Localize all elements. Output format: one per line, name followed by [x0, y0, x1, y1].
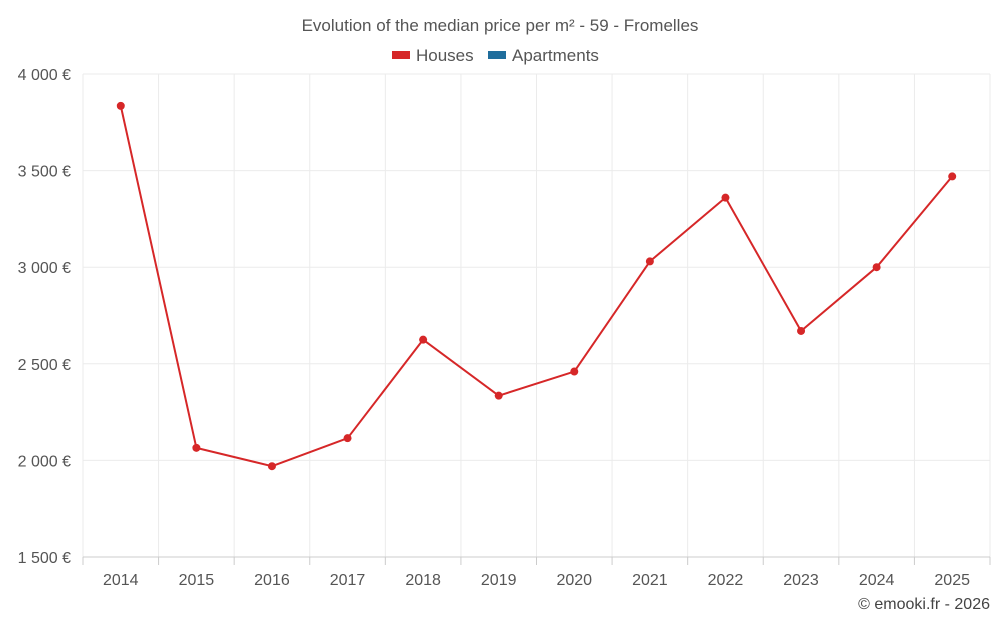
data-point[interactable]	[570, 367, 579, 376]
y-tick-label: 3 500 €	[18, 164, 71, 181]
legend-swatch-houses	[392, 51, 410, 59]
x-tick-label: 2015	[179, 572, 215, 589]
data-point[interactable]	[948, 172, 957, 181]
data-point[interactable]	[267, 462, 276, 471]
legend-label-houses: Houses	[416, 46, 474, 65]
x-tick-label: 2016	[254, 572, 290, 589]
y-axis: 1 500 € 2 000 € 2 500 € 3 000 € 3 500 € 4 000…	[18, 67, 71, 567]
legend-swatch-apartments	[488, 51, 506, 59]
x-tick-label: 2019	[481, 572, 517, 589]
y-tick-label: 2 000 €	[18, 453, 71, 470]
y-tick-label: 1 500 €	[18, 550, 71, 567]
series-line-houses	[119, 105, 953, 468]
data-point[interactable]	[797, 326, 806, 335]
y-tick-label: 4 000 €	[18, 67, 71, 84]
grid	[82, 73, 991, 557]
y-tick-label: 2 500 €	[18, 357, 71, 374]
x-tick-label: 2024	[859, 572, 895, 589]
series-houses	[116, 101, 957, 471]
legend-item-houses[interactable]: Houses	[392, 46, 474, 65]
x-axis: 2014 2015 2016 2017 2018 2019 2020 2021 2022 2023…	[82, 556, 991, 589]
data-point[interactable]	[343, 434, 352, 443]
data-point[interactable]	[192, 443, 201, 452]
legend-item-apartments[interactable]: Apartments	[488, 46, 599, 65]
data-point[interactable]	[116, 101, 125, 110]
x-tick-label: 2023	[783, 572, 819, 589]
data-point[interactable]	[721, 193, 730, 202]
x-tick-label: 2025	[934, 572, 970, 589]
credit-text: © emooki.fr - 2026	[858, 596, 990, 613]
x-tick-label: 2020	[556, 572, 592, 589]
data-point[interactable]	[419, 335, 428, 344]
legend: Houses Apartments	[392, 46, 599, 65]
data-point[interactable]	[872, 263, 881, 272]
x-tick-label: 2014	[103, 572, 139, 589]
data-point[interactable]	[645, 257, 654, 266]
chart-title: Evolution of the median price per m² - 5…	[302, 16, 699, 35]
x-tick-label: 2017	[330, 572, 366, 589]
x-tick-label: 2021	[632, 572, 668, 589]
x-tick-label: 2018	[405, 572, 441, 589]
data-point[interactable]	[494, 391, 503, 400]
y-tick-label: 3 000 €	[18, 260, 71, 277]
x-tick-label: 2022	[708, 572, 744, 589]
legend-label-apartments: Apartments	[512, 46, 599, 65]
